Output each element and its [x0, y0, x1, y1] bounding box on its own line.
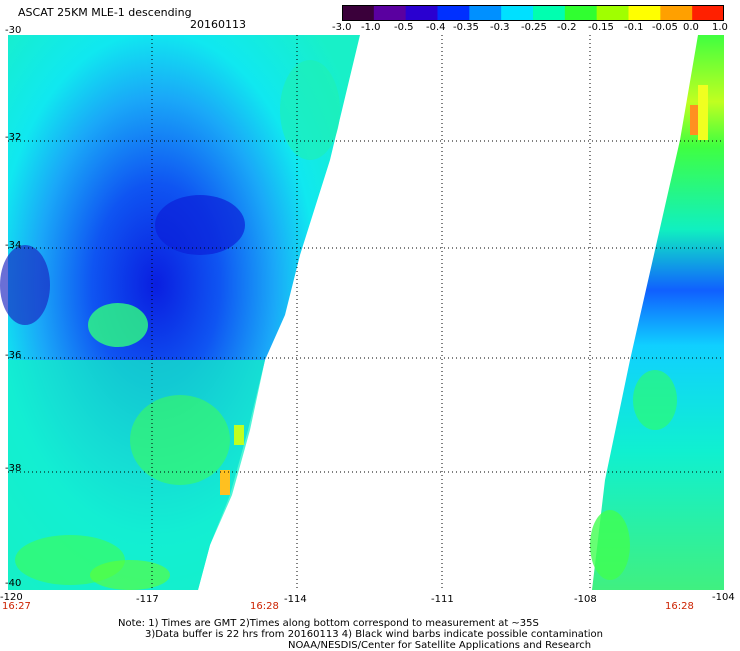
- colorbar-label-0: -3.0: [332, 22, 352, 33]
- colorbar-label-2: -0.5: [394, 22, 414, 33]
- colorbar-cell: [469, 5, 502, 21]
- colorbar-cell: [437, 5, 470, 21]
- lon-label-120: -120: [0, 592, 23, 603]
- note-line-2: 3)Data buffer is 22 hrs from 20160113 4)…: [145, 629, 603, 640]
- note-line-3: NOAA/NESDIS/Center for Satellite Applica…: [288, 640, 592, 651]
- note-line-1: Note: 1) Times are GMT 2)Times along bot…: [118, 618, 539, 629]
- lon-label-111: -111: [431, 594, 454, 605]
- colorbar-cell: [405, 5, 438, 21]
- lon-label-104: -104: [712, 592, 735, 603]
- map-title: ASCAT 25KM MLE-1 descending: [18, 6, 192, 19]
- left-swath: [0, 35, 360, 590]
- lon-label-108: -108: [574, 594, 597, 605]
- colorbar-label-7: -0.2: [557, 22, 577, 33]
- lat-label-34: -34: [5, 240, 22, 251]
- lat-label-40: -40: [5, 578, 22, 589]
- time-label-middle: 16:28: [250, 601, 279, 612]
- lat-label-38: -38: [5, 463, 22, 474]
- lat-label-32: -32: [5, 132, 22, 143]
- colorbar-label-11: 0.0: [683, 22, 699, 33]
- time-label-left: 16:27: [2, 601, 31, 612]
- colorbar-cell: [596, 5, 629, 21]
- colorbar: [342, 5, 724, 21]
- colorbar-label-4: -0.35: [453, 22, 479, 33]
- right-swath: [590, 35, 724, 590]
- colorbar-cell: [692, 5, 724, 21]
- colorbar-cell: [501, 5, 534, 21]
- colorbar-label-3: -0.4: [426, 22, 446, 33]
- colorbar-label-9: -0.1: [624, 22, 644, 33]
- map-date: 20160113: [190, 18, 246, 31]
- colorbar-cell: [373, 5, 407, 21]
- colorbar-cell: [564, 5, 598, 21]
- colorbar-label-5: -0.3: [490, 22, 510, 33]
- colorbar-label-12: 1.0: [712, 22, 728, 33]
- colorbar-cell: [660, 5, 693, 21]
- colorbar-label-8: -0.15: [588, 22, 614, 33]
- colorbar-label-6: -0.25: [521, 22, 547, 33]
- lat-label-36: -36: [5, 350, 22, 361]
- colorbar-label-1: -1.0: [361, 22, 381, 33]
- lat-label-30: -30: [5, 25, 22, 36]
- colorbar-cell: [342, 5, 375, 21]
- lon-label-117: -117: [136, 594, 159, 605]
- map-gridlines: [8, 35, 724, 590]
- colorbar-cell: [533, 5, 566, 21]
- time-label-right: 16:28: [665, 601, 694, 612]
- colorbar-cell: [628, 5, 661, 21]
- colorbar-label-10: -0.05: [652, 22, 678, 33]
- lon-label-114: -114: [284, 594, 307, 605]
